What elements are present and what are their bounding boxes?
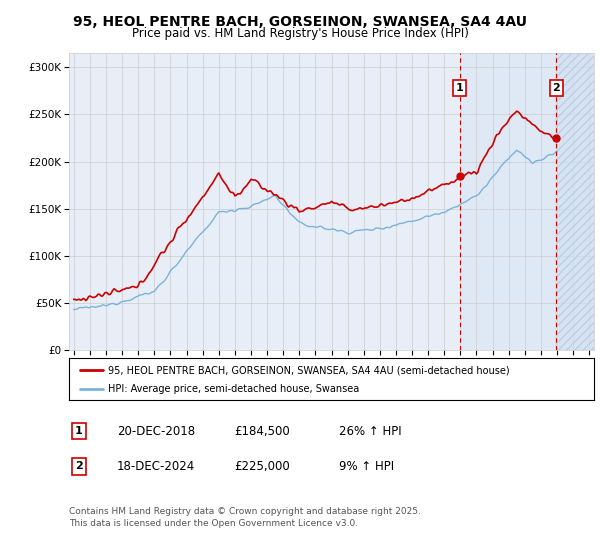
Text: Price paid vs. HM Land Registry's House Price Index (HPI): Price paid vs. HM Land Registry's House … [131,27,469,40]
Text: £225,000: £225,000 [234,460,290,473]
Text: 2: 2 [75,461,83,472]
Text: 26% ↑ HPI: 26% ↑ HPI [339,424,401,438]
Text: £184,500: £184,500 [234,424,290,438]
Text: 18-DEC-2024: 18-DEC-2024 [117,460,195,473]
Bar [556,53,600,350]
Text: 95, HEOL PENTRE BACH, GORSEINON, SWANSEA, SA4 4AU (semi-detached house): 95, HEOL PENTRE BACH, GORSEINON, SWANSEA… [109,365,510,375]
Text: HPI: Average price, semi-detached house, Swansea: HPI: Average price, semi-detached house,… [109,384,359,394]
Text: 1: 1 [75,426,83,436]
Bar [460,53,556,350]
Text: Contains HM Land Registry data © Crown copyright and database right 2025.
This d: Contains HM Land Registry data © Crown c… [69,507,421,528]
Text: 2: 2 [553,83,560,93]
Text: 95, HEOL PENTRE BACH, GORSEINON, SWANSEA, SA4 4AU: 95, HEOL PENTRE BACH, GORSEINON, SWANSEA… [73,15,527,29]
Text: 9% ↑ HPI: 9% ↑ HPI [339,460,394,473]
Text: 1: 1 [456,83,464,93]
Text: 20-DEC-2018: 20-DEC-2018 [117,424,195,438]
